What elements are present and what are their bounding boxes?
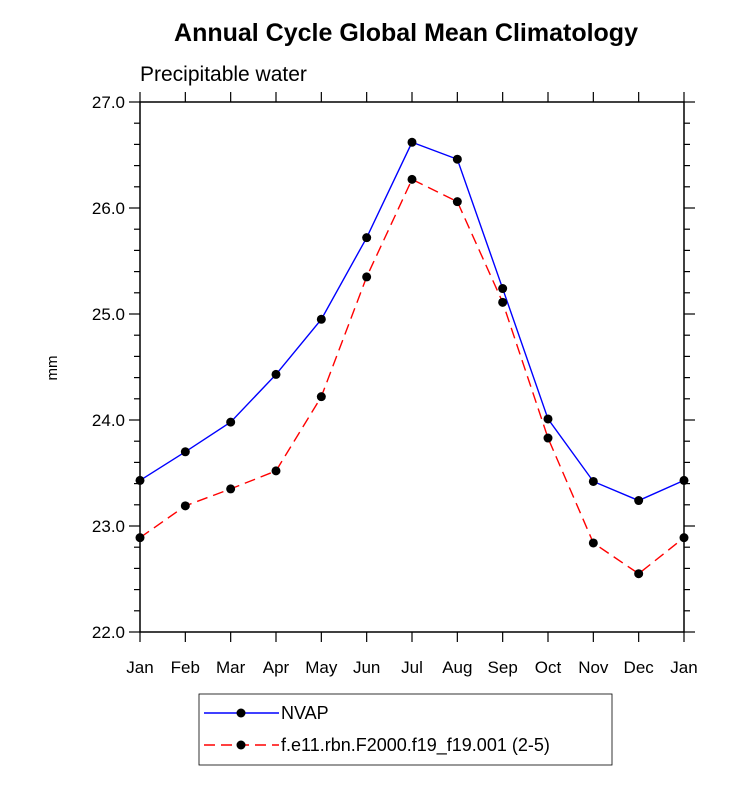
x-tick-label: Sep <box>488 658 518 677</box>
x-tick-label: Jun <box>353 658 380 677</box>
legend-marker-series-1 <box>236 708 246 718</box>
data-point-series-1 <box>634 496 644 506</box>
series-line-1 <box>139 141 685 502</box>
data-point-series-1 <box>135 475 145 485</box>
legend-label-series-2: f.e11.rbn.F2000.f19_f19.001 (2-5) <box>281 735 550 756</box>
data-point-series-2 <box>679 533 689 543</box>
x-tick-label: May <box>305 658 338 677</box>
x-tick-label: Jan <box>126 658 153 677</box>
y-tick-label: 26.0 <box>92 199 125 218</box>
x-tick-label: Dec <box>624 658 655 677</box>
data-point-series-1 <box>271 369 281 379</box>
x-tick-label: Jan <box>670 658 697 677</box>
data-point-series-1 <box>180 447 190 457</box>
y-tick-label: 22.0 <box>92 623 125 642</box>
y-tick-label: 24.0 <box>92 411 125 430</box>
chart-title: Annual Cycle Global Mean Climatology <box>174 19 638 47</box>
data-point-series-2 <box>407 174 417 184</box>
y-tick-label: 27.0 <box>92 93 125 112</box>
data-point-series-2 <box>634 569 644 579</box>
x-tick-label: Aug <box>442 658 472 677</box>
data-point-series-1 <box>316 314 326 324</box>
data-point-series-2 <box>180 501 190 511</box>
data-point-series-2 <box>135 533 145 543</box>
data-point-series-1 <box>588 476 598 486</box>
legend-marker-series-2 <box>236 740 246 750</box>
x-tick-label: Mar <box>216 658 246 677</box>
data-point-series-2 <box>498 297 508 307</box>
data-point-series-2 <box>271 466 281 476</box>
data-point-series-2 <box>452 197 462 207</box>
x-tick-label: Feb <box>171 658 200 677</box>
data-point-series-1 <box>679 475 689 485</box>
legend-box <box>198 693 613 766</box>
series-line-2 <box>139 178 685 575</box>
x-tick-label: Oct <box>535 658 562 677</box>
y-tick-label: 23.0 <box>92 517 125 536</box>
chart-subtitle: Precipitable water <box>140 63 307 86</box>
y-axis-label: mm <box>44 356 61 381</box>
data-point-series-1 <box>226 417 236 427</box>
x-tick-label: Apr <box>263 658 290 677</box>
data-point-series-2 <box>588 538 598 548</box>
data-point-series-2 <box>543 433 553 443</box>
legend: NVAP f.e11.rbn.F2000.f19_f19.001 (2-5) <box>198 693 613 766</box>
data-point-series-1 <box>407 137 417 147</box>
legend-label-series-1: NVAP <box>281 703 329 723</box>
y-tick-label: 25.0 <box>92 305 125 324</box>
plot-area: 22.0 23.0 24.0 25.0 26.0 27.0 Jan Feb Mar Apr May J… <box>92 92 698 677</box>
data-point-series-1 <box>498 284 508 294</box>
data-point-series-1 <box>543 414 553 424</box>
x-tick-label: Jul <box>401 658 423 677</box>
data-point-series-1 <box>362 233 372 243</box>
data-point-series-2 <box>226 484 236 494</box>
data-point-series-1 <box>452 154 462 164</box>
data-point-series-2 <box>362 272 372 282</box>
x-tick-label: Nov <box>578 658 609 677</box>
data-point-series-2 <box>316 392 326 402</box>
